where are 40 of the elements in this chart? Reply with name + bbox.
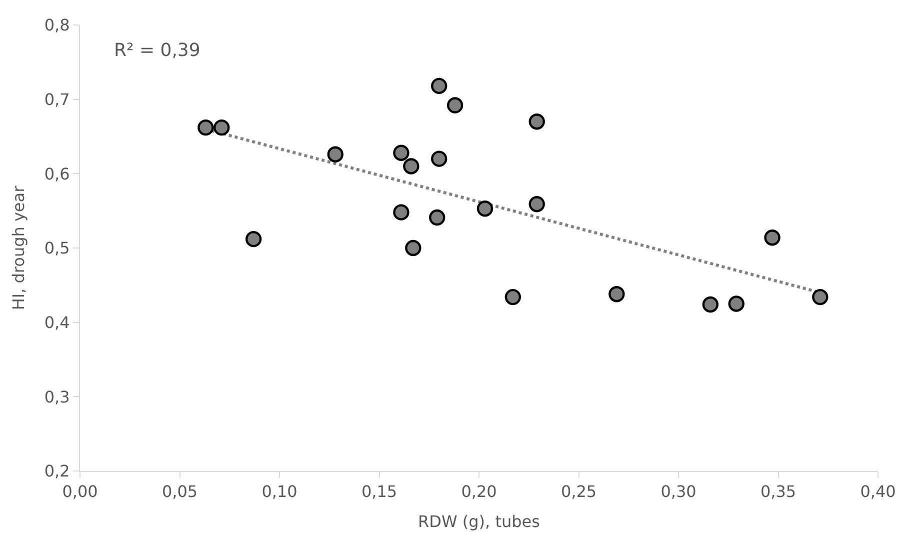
point (393, 144, 410, 161)
point (393, 204, 410, 220)
x-tick-label: 0,00 (62, 482, 98, 502)
x-tick-label: 0,20 (461, 482, 497, 502)
point (403, 158, 420, 174)
y-tick-label: 0,7 (44, 90, 70, 109)
point (245, 230, 262, 248)
x-tick-label: 0,35 (760, 482, 796, 502)
y-tick-label: 0,6 (44, 164, 70, 184)
y-axis-title: HI, drough year (9, 185, 28, 310)
y-tick-label: 0,5 (44, 238, 70, 258)
x-tick-label: 0,10 (262, 482, 298, 502)
x-axis-title: RDW (g), tubes (418, 512, 540, 531)
point (608, 286, 625, 302)
y-tick-label: 0,3 (44, 387, 70, 406)
point (528, 114, 545, 130)
point (431, 78, 448, 94)
x-tick-label: 0,30 (660, 482, 696, 502)
point (214, 119, 230, 136)
point (405, 240, 422, 256)
point (764, 229, 780, 246)
x-tick-label: 0,05 (162, 482, 198, 502)
point (327, 146, 344, 162)
point (528, 196, 545, 212)
point (431, 150, 448, 167)
point (429, 209, 446, 226)
x-tick-label: 0,15 (361, 482, 398, 502)
point (198, 119, 214, 136)
point (702, 296, 719, 313)
annotation: R² = 0,39 (114, 40, 200, 61)
point (504, 288, 522, 306)
y-tick-label: 0,4 (44, 312, 70, 332)
point (728, 296, 744, 312)
x-tick-label: 0,40 (860, 482, 896, 502)
x-tick-label: 0,25 (560, 482, 597, 502)
y-tick-label: 0,8 (44, 16, 70, 35)
y-tick-label: 0,2 (44, 462, 70, 481)
point (476, 200, 494, 217)
point (446, 97, 464, 114)
point (812, 288, 828, 306)
